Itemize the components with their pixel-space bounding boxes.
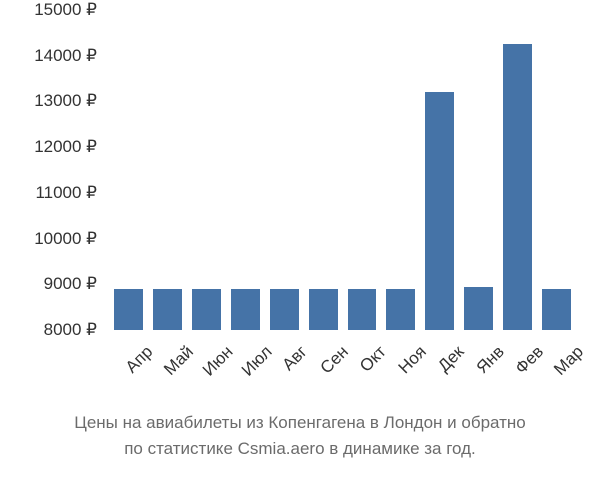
x-tick: Июл [231,335,260,385]
x-tick: Дек [425,335,454,385]
y-tick-label: 10000 ₽ [34,229,97,249]
x-tick-label: Дек [434,342,468,376]
plot-area [110,10,575,330]
x-tick: Май [153,335,182,385]
x-axis: АпрМайИюнИюлАвгСенОктНояДекЯнвФевМар [110,335,575,385]
bar [114,289,143,330]
x-tick-label: Мар [550,342,588,380]
x-tick: Апр [114,335,143,385]
bar [192,289,221,330]
bar [270,289,299,330]
x-tick: Сен [309,335,338,385]
x-tick: Ноя [386,335,415,385]
bar [542,289,571,330]
x-tick: Фев [503,335,532,385]
x-tick: Июн [192,335,221,385]
x-tick-label: Авг [279,342,312,375]
bar [231,289,260,330]
chart-caption: Цены на авиабилеты из Копенгагена в Лонд… [0,410,600,461]
bar [309,289,338,330]
bar [348,289,377,330]
y-tick-label: 9000 ₽ [44,274,97,294]
bar [464,287,493,330]
bar [425,92,454,330]
caption-line-2: по статистике Csmia.aero в динамике за г… [0,436,600,462]
caption-line-1: Цены на авиабилеты из Копенгагена в Лонд… [0,410,600,436]
x-tick: Мар [542,335,571,385]
bar [503,44,532,330]
y-tick-label: 13000 ₽ [34,91,97,111]
y-tick-label: 12000 ₽ [34,137,97,157]
y-tick-label: 11000 ₽ [35,183,97,203]
x-tick: Окт [348,335,377,385]
x-tick: Авг [270,335,299,385]
x-tick: Янв [464,335,493,385]
bar [153,289,182,330]
y-tick-label: 8000 ₽ [44,320,97,340]
y-tick-label: 15000 ₽ [34,0,97,20]
bar [386,289,415,330]
x-tick-label: Окт [356,342,390,376]
y-axis: 8000 ₽9000 ₽10000 ₽11000 ₽12000 ₽13000 ₽… [20,10,105,330]
bars-group [110,10,575,330]
chart-container: 8000 ₽ 9000 ₽ 10000 ₽ 11000 ₽ 12000 ₽ 13000 ₽… [20,10,580,360]
y-tick-label: 14000 ₽ [34,46,97,66]
